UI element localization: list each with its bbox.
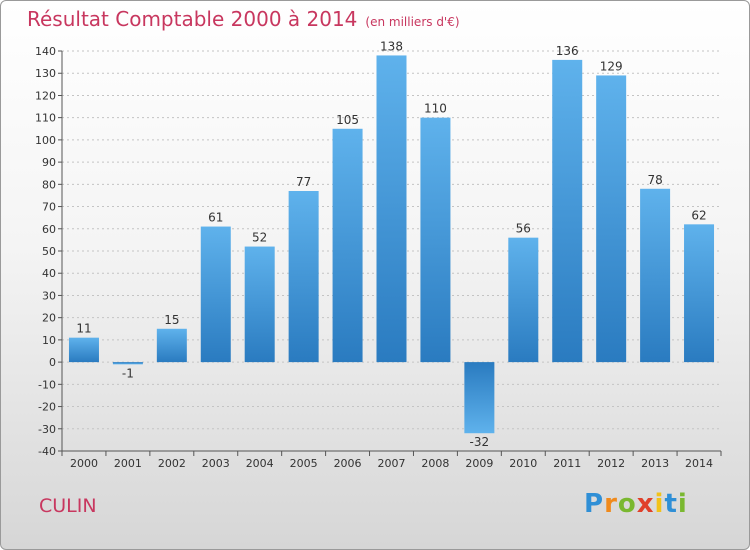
chart-subtitle: (en milliers d'€) xyxy=(365,15,460,29)
y-tick-label: 0 xyxy=(49,356,56,369)
proxiti-logo: Proxiti xyxy=(584,489,688,519)
logo-letter: t xyxy=(664,489,678,519)
x-tick-label: 2014 xyxy=(685,457,713,470)
y-tick-label: 80 xyxy=(42,178,56,191)
y-tick-label: 100 xyxy=(35,134,56,147)
x-tick-label: 2005 xyxy=(290,457,318,470)
y-tick-label: 60 xyxy=(42,223,56,236)
y-tick-label: 30 xyxy=(42,289,56,302)
y-tick-label: 110 xyxy=(35,112,56,125)
bar xyxy=(288,191,319,363)
bar xyxy=(200,226,231,363)
bar xyxy=(684,224,715,363)
data-label: 11 xyxy=(76,322,91,336)
data-label: 129 xyxy=(600,59,623,73)
bar xyxy=(68,337,99,363)
data-label: -32 xyxy=(470,435,490,449)
y-tick-label: 120 xyxy=(35,89,56,102)
bar xyxy=(596,75,627,363)
logo-letter: P xyxy=(584,489,605,519)
y-tick-label: -10 xyxy=(38,378,56,391)
y-tick-label: -40 xyxy=(38,445,56,458)
x-tick-label: 2001 xyxy=(114,457,142,470)
data-label: 56 xyxy=(516,222,531,236)
data-label: -1 xyxy=(122,366,134,380)
data-label: 15 xyxy=(164,313,179,327)
bar xyxy=(420,117,451,363)
data-label: 77 xyxy=(296,175,311,189)
data-label: 62 xyxy=(691,208,706,222)
logo-letter: i xyxy=(654,489,665,519)
logo-letter: r xyxy=(604,489,618,519)
y-tick-label: 40 xyxy=(42,267,56,280)
x-tick-label: 2003 xyxy=(202,457,230,470)
bars: 11 -1 15 61 52 77 105 138 110 -32 56 136 129 78 62 xyxy=(68,39,715,449)
x-tick-label: 2008 xyxy=(421,457,449,470)
logo-letter: o xyxy=(617,489,637,519)
chart-title-text: Résultat Comptable 2000 à 2014 xyxy=(27,7,358,31)
x-tick-label: 2012 xyxy=(597,457,625,470)
chart-title: Résultat Comptable 2000 à 2014 (en millie… xyxy=(27,7,460,31)
bar xyxy=(464,362,495,434)
data-label: 138 xyxy=(380,39,403,53)
bar xyxy=(244,246,275,363)
y-tick-label: 90 xyxy=(42,156,56,169)
bar xyxy=(376,55,407,363)
commune-name: CULIN xyxy=(39,495,97,517)
y-tick-label: 130 xyxy=(35,67,56,80)
y-tick-label: 20 xyxy=(42,312,56,325)
x-tick-label: 2006 xyxy=(334,457,362,470)
data-label: 52 xyxy=(252,231,267,245)
bar xyxy=(156,328,187,363)
x-tick-label: 2011 xyxy=(553,457,581,470)
data-label: 105 xyxy=(336,113,359,127)
y-tick-label: 50 xyxy=(42,245,56,258)
x-axis: 2000 2001 2002 2003 2004 2005 2006 2007 2008 2009… xyxy=(61,450,722,470)
y-tick-label: 70 xyxy=(42,201,56,214)
x-tick-label: 2000 xyxy=(70,457,98,470)
bar xyxy=(508,237,539,363)
y-tick-label: -30 xyxy=(38,423,56,436)
data-label: 78 xyxy=(647,173,662,187)
y-tick-label: 10 xyxy=(42,334,56,347)
data-label: 61 xyxy=(208,211,223,225)
x-tick-label: 2010 xyxy=(509,457,537,470)
x-tick-label: 2007 xyxy=(378,457,406,470)
bar xyxy=(552,59,583,363)
logo-letter: x xyxy=(636,489,655,519)
bar xyxy=(332,128,363,363)
x-tick-label: 2004 xyxy=(246,457,274,470)
bar xyxy=(112,362,143,365)
data-label: 136 xyxy=(556,44,579,58)
logo-letter: i xyxy=(677,489,688,519)
x-tick-label: 2009 xyxy=(465,457,493,470)
y-tick-label: 140 xyxy=(35,45,56,58)
x-tick-label: 2013 xyxy=(641,457,669,470)
y-axis: -40 -30 -20 -10 0 10 20 30 40 50 60 70 80 90 100 110 120… xyxy=(35,45,63,458)
bar xyxy=(640,188,671,363)
x-tick-label: 2002 xyxy=(158,457,186,470)
data-label: 110 xyxy=(424,102,447,116)
y-tick-label: -20 xyxy=(38,401,56,414)
